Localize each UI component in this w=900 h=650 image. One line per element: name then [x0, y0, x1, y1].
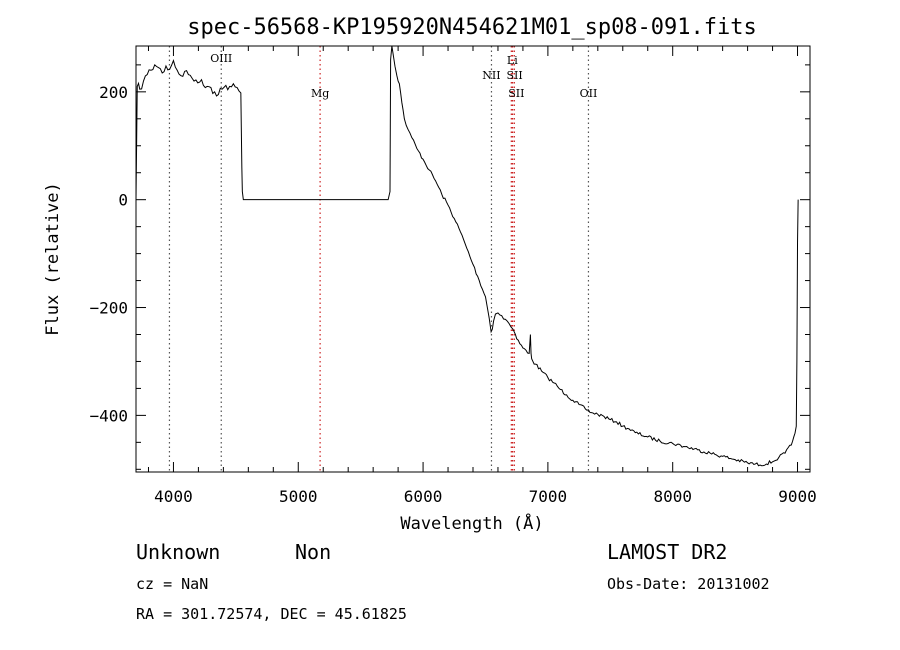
- axis-ticks: [136, 46, 810, 472]
- x-tick-label-1: 5000: [279, 487, 318, 506]
- x-tick-label-0: 4000: [154, 487, 193, 506]
- marker-label-7: OII: [580, 87, 598, 100]
- x-tick-label-4: 8000: [653, 487, 692, 506]
- marker-label-5: SII: [506, 69, 522, 82]
- axis-tick-labels: 4000 5000 6000 7000 8000 9000 200 0 −200 −400: [89, 83, 816, 506]
- obs-date-text: Obs-Date: 20131002: [607, 575, 770, 593]
- y-axis-label: Flux (relative): [43, 182, 63, 336]
- y-tick-label-3: −400: [89, 406, 128, 425]
- marker-label-6: SII: [508, 87, 524, 100]
- class-text: Unknown: [136, 540, 220, 564]
- x-axis-label: Wavelength (Å): [400, 512, 543, 534]
- subclass-text: Non: [295, 540, 331, 564]
- coords-text: RA = 301.72574, DEC = 45.61825: [136, 605, 407, 623]
- cz-text: cz = NaN: [136, 575, 208, 593]
- x-tick-label-2: 6000: [404, 487, 443, 506]
- marker-label-3: NII: [482, 69, 500, 82]
- y-tick-label-0: 200: [99, 83, 128, 102]
- marker-label-1: OIII: [210, 52, 232, 65]
- x-tick-label-5: 9000: [778, 487, 817, 506]
- line-markers: [168, 46, 590, 472]
- plot-frame: [135, 45, 811, 473]
- x-tick-label-3: 7000: [529, 487, 568, 506]
- line-marker-labels: OIII Mg NII Li SII SII OII: [210, 52, 597, 100]
- y-tick-label-2: −200: [89, 299, 128, 318]
- marker-label-2: Mg: [311, 87, 329, 100]
- y-tick-label-1: 0: [118, 191, 128, 210]
- chart-title: spec-56568-KP195920N454621M01_sp08-091.f…: [187, 15, 757, 40]
- survey-text: LAMOST DR2: [607, 540, 727, 564]
- marker-label-4: Li: [507, 54, 518, 67]
- spectrum-series-line: [135, 45, 799, 467]
